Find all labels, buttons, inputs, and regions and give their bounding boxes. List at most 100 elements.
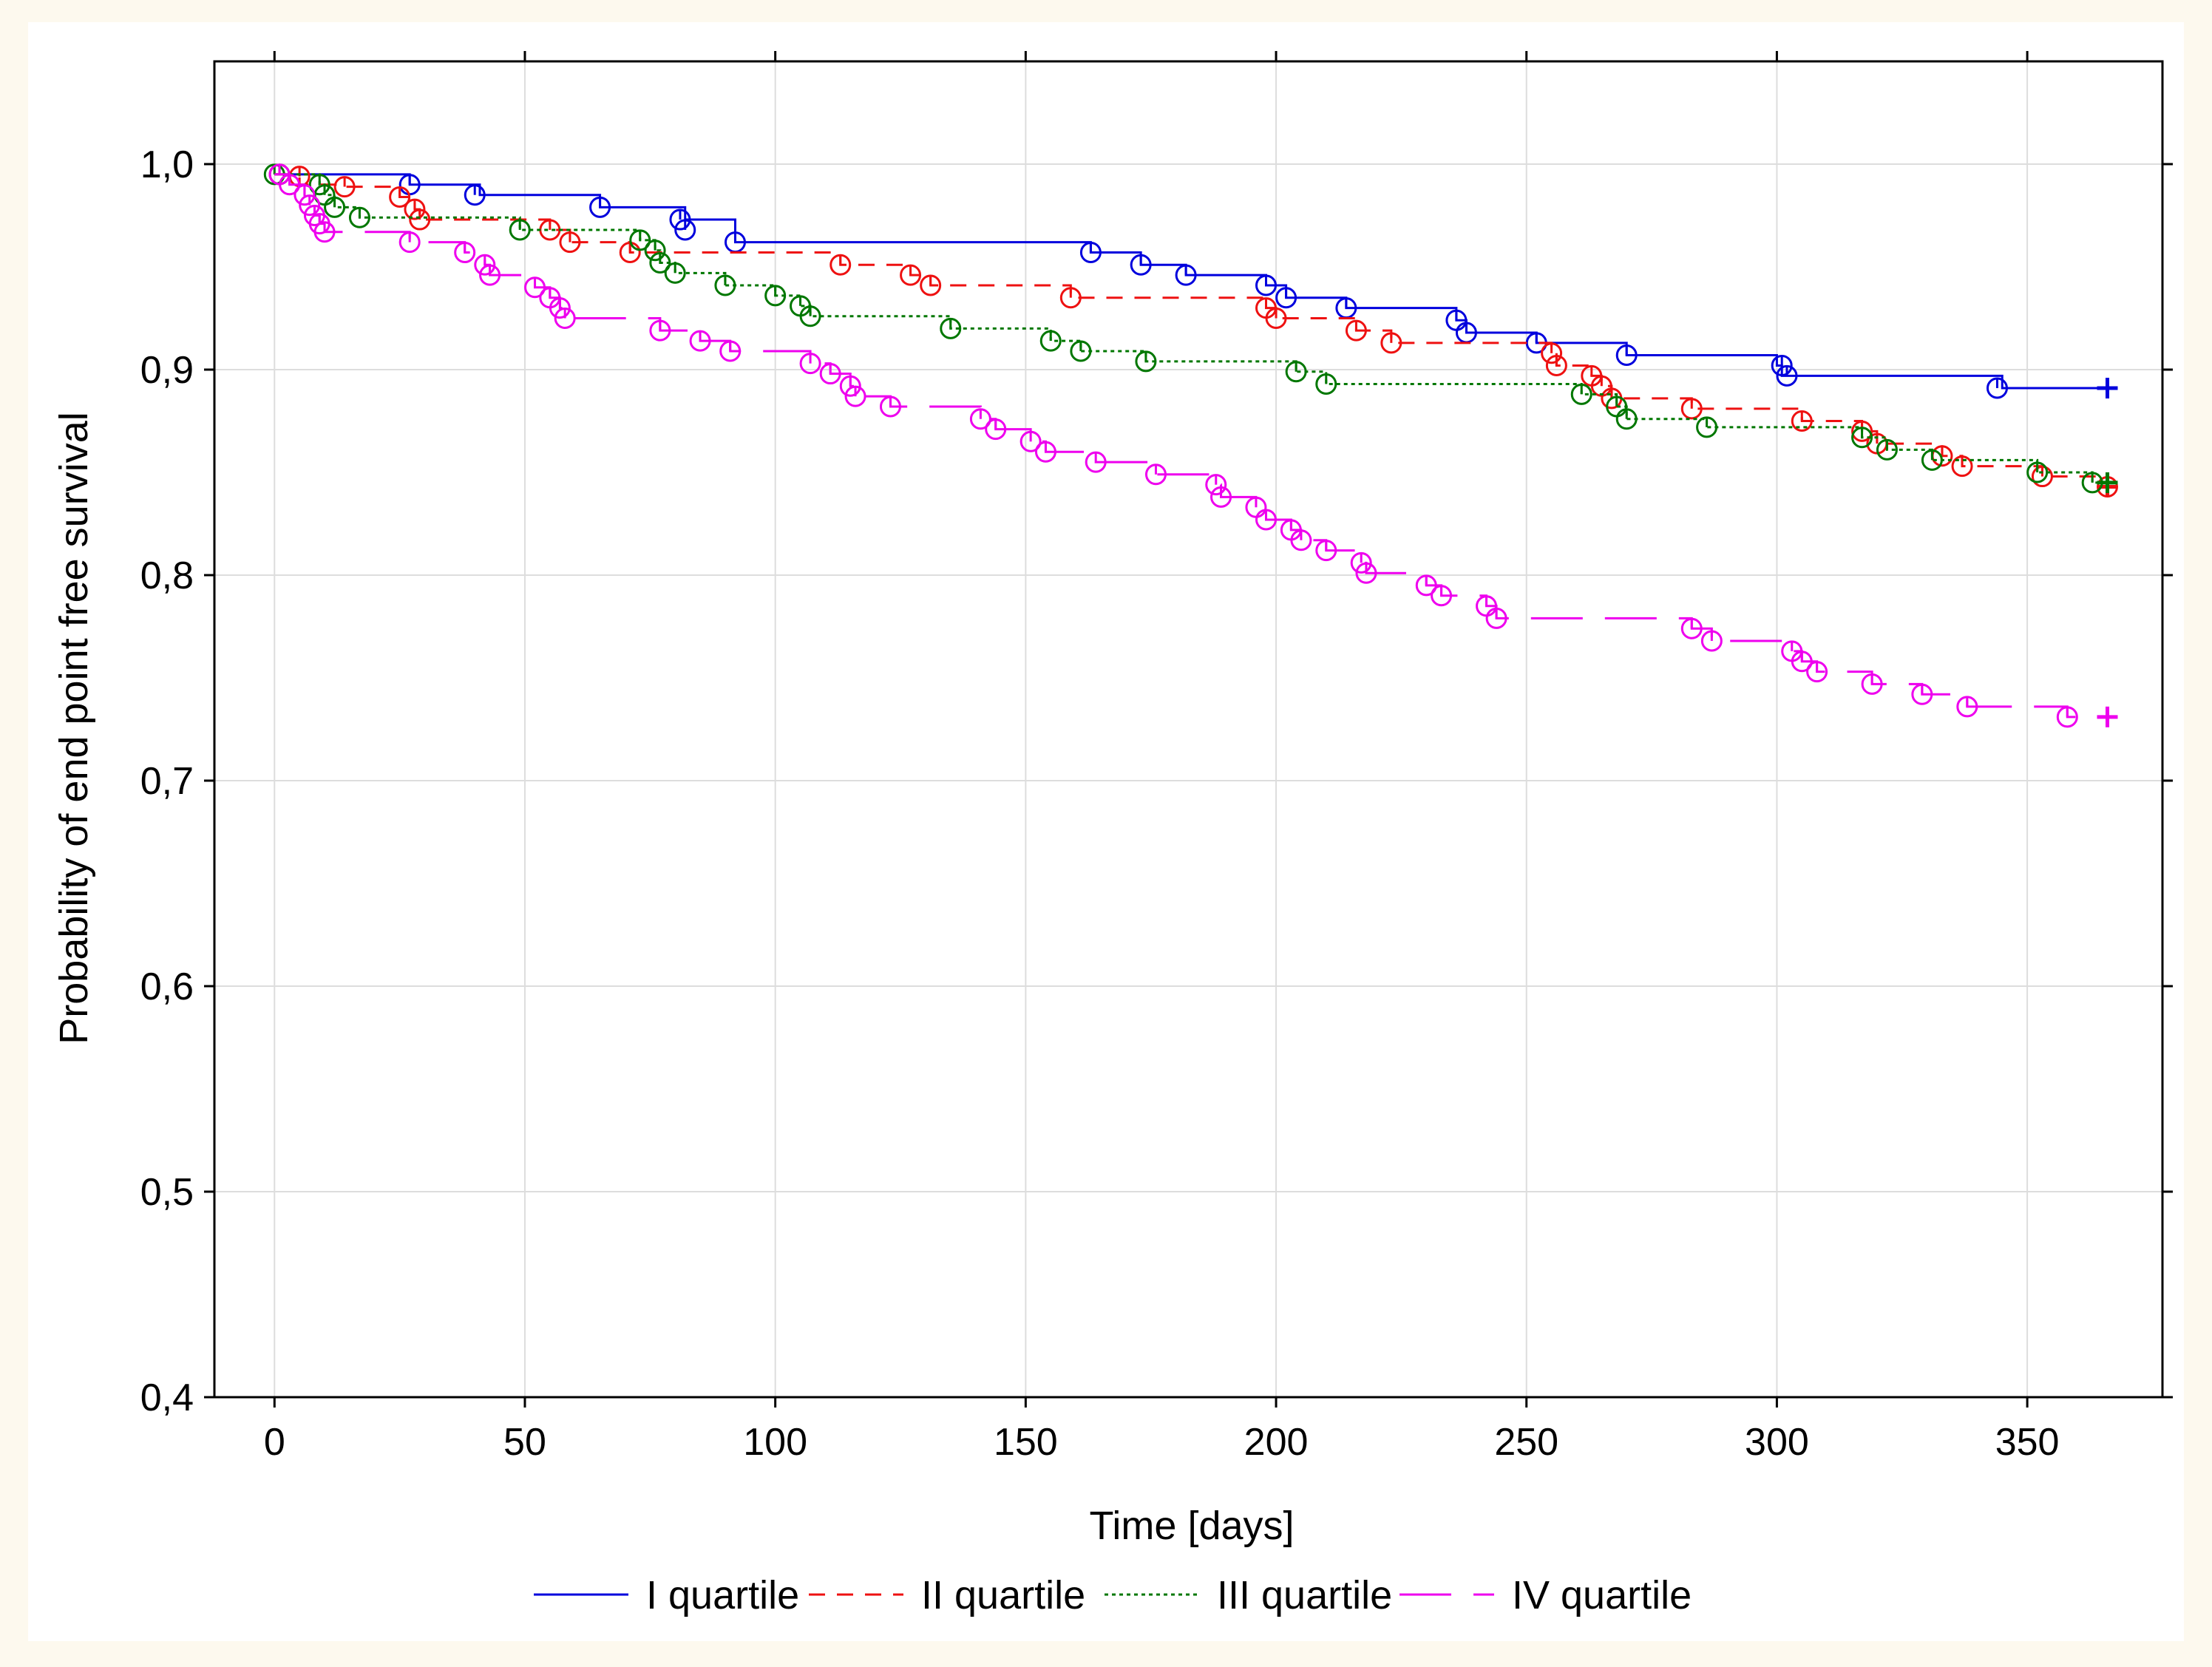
censor-mark [279, 174, 301, 196]
censor-mark [629, 229, 651, 251]
x-tick-label: 300 [1745, 1421, 1809, 1464]
y-tick-label: 0,8 [140, 554, 194, 597]
censor-mark [1696, 416, 1718, 438]
censor-mark [398, 231, 421, 254]
censor-mark [1315, 540, 1337, 562]
censor-mark [1205, 474, 1227, 496]
censor-mark [549, 297, 571, 319]
censor-mark [308, 174, 330, 196]
y-tick-label: 0,5 [140, 1171, 194, 1214]
censor-mark [839, 375, 861, 397]
plot-frame [213, 60, 2164, 1399]
censor-mark [714, 274, 736, 296]
curve-III-quartile [274, 173, 2108, 484]
curves [263, 163, 2118, 728]
censor-mark [589, 196, 611, 218]
final-marker [2097, 706, 2118, 727]
final-marker [2097, 378, 2118, 399]
x-tick-label: 0 [264, 1421, 285, 1464]
censor-mark [1921, 449, 1943, 471]
censor-mark [1876, 438, 1898, 461]
final-marker [2097, 472, 2118, 493]
censor-mark [1806, 661, 1828, 683]
censor-mark [1791, 410, 1813, 432]
censor-mark [1700, 630, 1723, 652]
censor-mark [644, 240, 666, 262]
censor-mark [1265, 308, 1287, 329]
censor-mark [1350, 551, 1372, 574]
censor-mark [1771, 354, 1793, 376]
y-tick-label: 0,9 [140, 349, 194, 392]
censor-mark [479, 264, 501, 286]
censor-mark [524, 276, 546, 299]
censor-mark [1680, 617, 1703, 639]
censor-mark [1355, 562, 1377, 584]
censor-mark [1275, 287, 1297, 309]
censor-mark [1135, 350, 1157, 373]
censor-mark [1851, 427, 1873, 449]
plot-area [28, 22, 2184, 1641]
legend: I quartile II quartile III quartile IV quar… [534, 1573, 1692, 1617]
censor-mark [1070, 340, 1092, 362]
censor-mark [1680, 398, 1703, 420]
axes: 0 50 100 150 200 250 300 350 0,4 0,5 0,6 0,7 0,8 0,9 1… [140, 51, 2173, 1464]
censor-mark [1059, 287, 1082, 309]
censor-mark [985, 418, 1007, 441]
censor-mark [669, 208, 691, 231]
censor-mark [664, 262, 686, 284]
censor-mark [649, 251, 671, 274]
censor-mark [1541, 342, 1563, 364]
censor-mark [1956, 696, 1978, 718]
censor-mark [389, 186, 411, 208]
censor-mark [1085, 451, 1107, 473]
censor-mark [1380, 332, 1402, 354]
censor-mark [2026, 461, 2049, 483]
censor-mark [1545, 354, 1567, 376]
censor-mark [313, 221, 336, 243]
censor-mark [844, 385, 866, 407]
censor-mark [1951, 455, 1973, 478]
legend-label: IV quartile [1512, 1573, 1692, 1617]
censor-mark [333, 176, 356, 198]
censor-mark [674, 219, 696, 241]
censor-mark [689, 330, 711, 352]
x-tick-label: 200 [1244, 1421, 1309, 1464]
curve-IV-quartile [274, 173, 2108, 719]
censor-mark [649, 319, 671, 342]
censor-mark [1415, 574, 1437, 597]
x-tick-label: 250 [1494, 1421, 1558, 1464]
censor-mark [1079, 242, 1102, 264]
censor-mark [1485, 607, 1507, 629]
y-tick-label: 0,4 [140, 1376, 194, 1419]
censor-mark [348, 206, 370, 228]
censor-mark [1285, 361, 1307, 383]
censor-mark [294, 184, 316, 206]
y-axis-title: Probability of end point free survival [52, 412, 96, 1044]
censor-mark [1034, 441, 1056, 463]
censor-mark [404, 198, 426, 220]
censor-mark [1039, 330, 1062, 352]
censor-mark [799, 305, 821, 327]
censor-mark [879, 395, 901, 418]
censor-mark [1130, 254, 1152, 276]
legend-label: III quartile [1217, 1573, 1392, 1617]
censor-mark [1315, 373, 1337, 395]
x-tick-label: 100 [743, 1421, 807, 1464]
censor-mark [799, 353, 821, 375]
censor-mark [1911, 683, 1933, 705]
censor-mark [1255, 274, 1277, 296]
censor-mark [764, 285, 787, 307]
y-tick-label: 0,6 [140, 965, 194, 1008]
censor-mark [1020, 430, 1042, 452]
censor-mark [920, 274, 942, 296]
censor-mark [969, 408, 991, 430]
censor-mark [1290, 529, 1312, 551]
x-tick-label: 150 [994, 1421, 1058, 1464]
censor-mark [1255, 509, 1277, 531]
censor-mark [1210, 486, 1232, 508]
censor-mark [1144, 464, 1167, 486]
x-tick-label: 350 [1995, 1421, 2060, 1464]
censor-mark [324, 196, 346, 218]
censor-mark [559, 231, 581, 254]
